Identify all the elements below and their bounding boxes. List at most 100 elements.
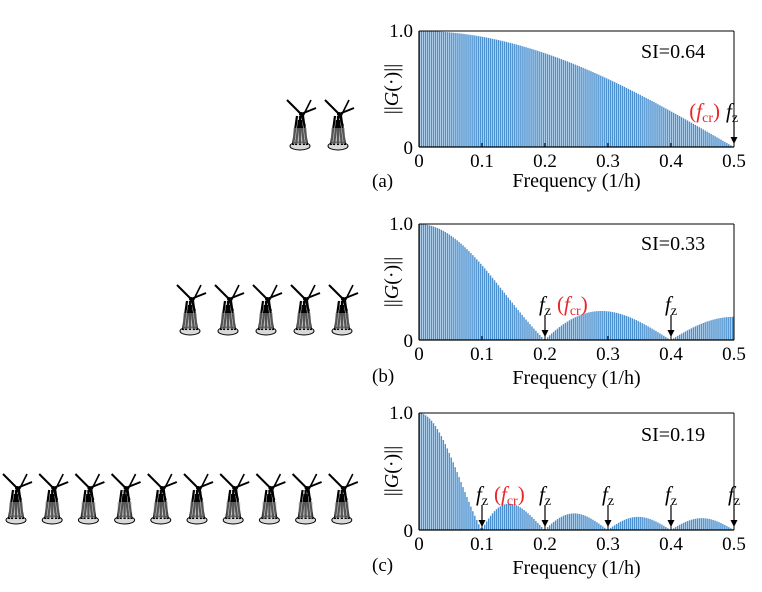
bar	[501, 290, 504, 340]
bar	[653, 520, 655, 530]
bar	[663, 525, 665, 530]
bar	[462, 245, 464, 340]
bar	[562, 515, 565, 530]
bar	[574, 317, 576, 340]
bar	[476, 259, 478, 340]
bar	[515, 44, 517, 147]
bar	[578, 513, 580, 530]
bar	[450, 235, 452, 340]
bar	[590, 311, 592, 340]
bar	[493, 511, 496, 530]
si-label: SI=0.19	[641, 424, 705, 446]
bar	[602, 311, 604, 340]
wind-turbine-icon	[74, 473, 105, 525]
bar	[483, 524, 486, 530]
bar	[637, 321, 639, 340]
bar	[613, 312, 616, 340]
bar	[686, 120, 689, 147]
si-label: SI=0.33	[641, 233, 705, 255]
bar	[546, 337, 549, 340]
bar	[623, 519, 626, 530]
bar	[661, 106, 663, 147]
marker-arrow-head	[730, 137, 738, 144]
bar	[444, 444, 447, 530]
bar	[495, 39, 498, 147]
turbine-group-a	[286, 99, 355, 151]
bar	[468, 501, 470, 530]
bar	[720, 523, 722, 530]
bar	[611, 312, 614, 340]
bar	[474, 515, 476, 530]
bar	[507, 297, 510, 340]
bar	[678, 116, 681, 147]
bar	[566, 514, 569, 530]
bar	[558, 58, 561, 147]
bar	[672, 112, 675, 147]
bar	[702, 129, 704, 147]
bar	[541, 337, 543, 340]
bar	[649, 99, 651, 147]
y-tick-label: 1.0	[389, 214, 413, 235]
bar	[665, 336, 667, 340]
bar	[617, 313, 620, 340]
bar	[714, 136, 716, 147]
bar	[659, 105, 661, 147]
bar	[568, 513, 571, 530]
bar	[468, 34, 470, 148]
panel-label: (c)	[372, 555, 393, 576]
bar	[708, 132, 710, 147]
bar	[576, 513, 578, 530]
bar	[621, 520, 624, 530]
bar	[617, 522, 620, 530]
bar	[562, 324, 565, 340]
bar	[680, 117, 683, 147]
wind-turbine-icon	[214, 284, 245, 336]
wind-turbine-icon	[286, 99, 317, 151]
si-label: SI=0.64	[641, 41, 705, 63]
bar	[460, 482, 462, 530]
bar	[598, 311, 600, 340]
bar	[649, 519, 651, 530]
bar	[537, 50, 539, 148]
bar	[554, 520, 557, 530]
bar	[525, 511, 527, 530]
bar	[501, 505, 504, 530]
bar	[436, 228, 439, 340]
bar	[505, 41, 508, 147]
bar	[615, 524, 618, 530]
bar	[625, 315, 628, 340]
bar	[485, 521, 488, 530]
bar	[700, 128, 702, 147]
bar	[560, 325, 563, 340]
bar	[724, 317, 726, 340]
bar	[661, 524, 663, 530]
bar	[566, 321, 569, 340]
bar	[485, 270, 488, 340]
bar	[578, 315, 580, 340]
bar	[566, 61, 569, 147]
bar	[578, 66, 580, 147]
bar	[659, 523, 661, 530]
bar	[434, 425, 437, 530]
bar	[539, 335, 541, 340]
wind-turbine-icon	[38, 473, 69, 525]
fz-label: fz	[728, 482, 740, 509]
bar	[440, 31, 443, 148]
bar	[422, 31, 425, 148]
bar	[584, 515, 586, 530]
bar	[438, 31, 441, 147]
wind-turbine-icon	[219, 473, 250, 525]
bar	[633, 91, 636, 147]
bar	[667, 338, 669, 340]
bar	[426, 224, 429, 340]
bar	[552, 331, 555, 340]
bar	[592, 519, 594, 530]
bar	[519, 507, 521, 530]
bar	[550, 523, 553, 530]
bar	[519, 312, 521, 340]
bar	[424, 31, 427, 147]
bar	[531, 326, 533, 340]
bar	[466, 497, 468, 530]
bar	[602, 526, 604, 530]
x-tick-label: 0.5	[722, 344, 746, 365]
